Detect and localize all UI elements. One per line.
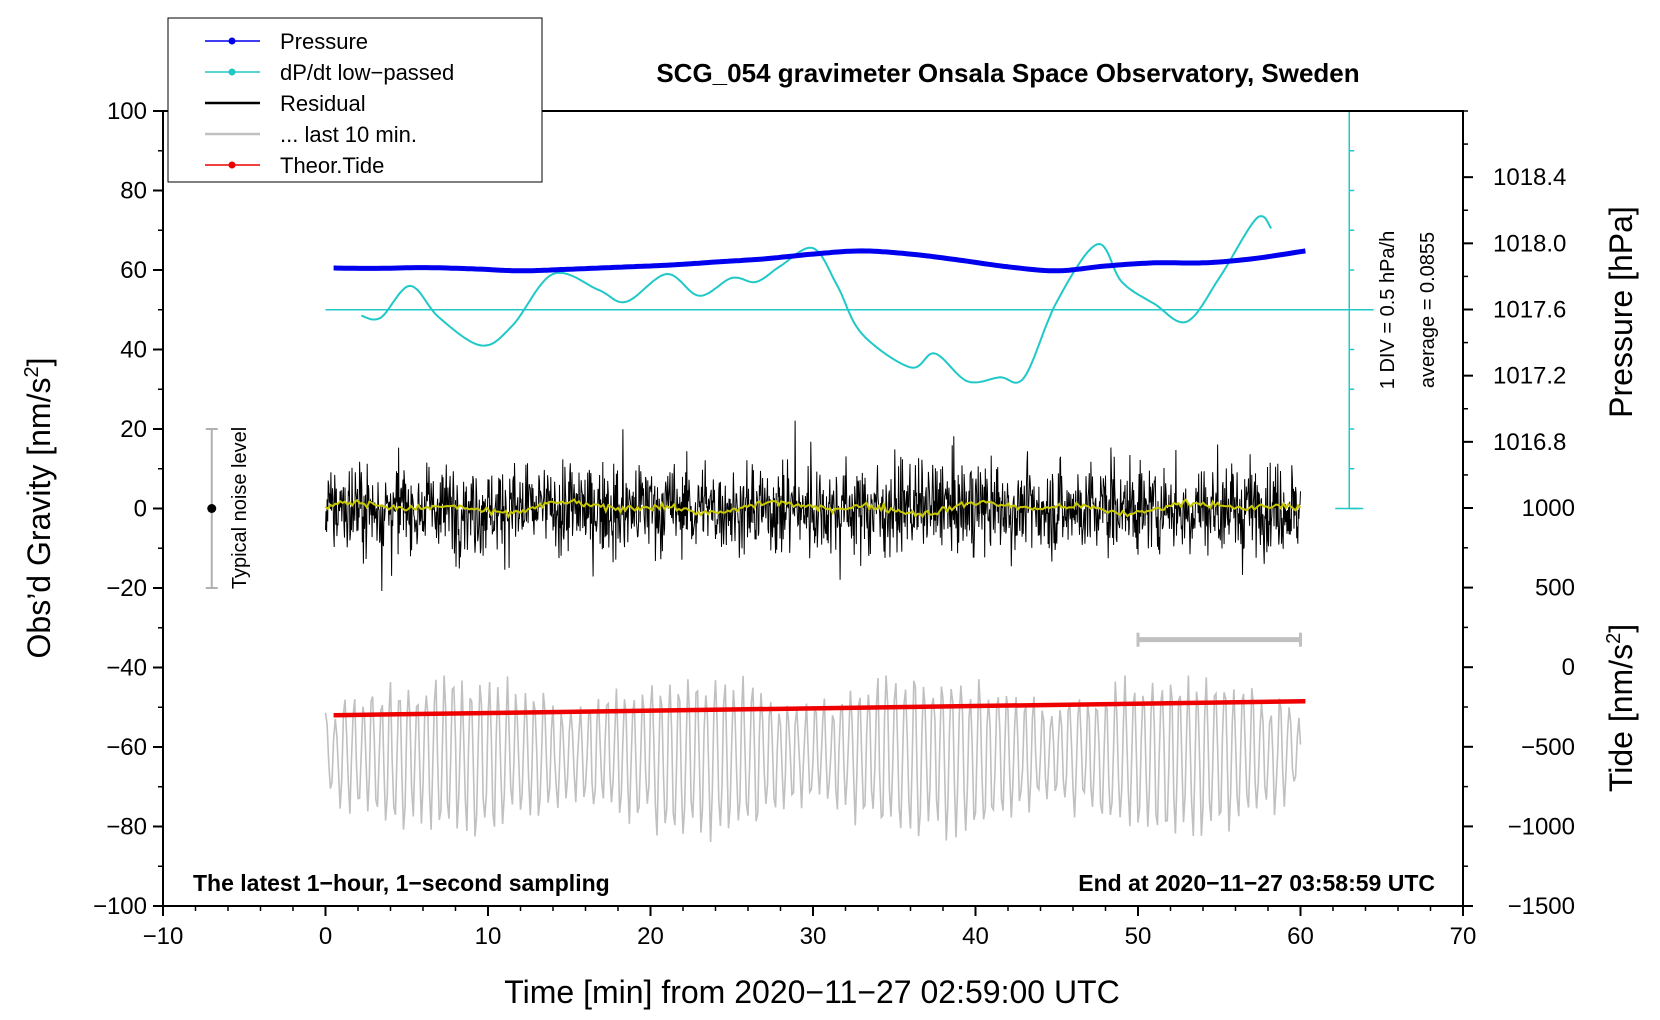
y-tick-label: −40 bbox=[106, 655, 147, 682]
y-tick-label: 0 bbox=[134, 496, 147, 523]
tide-tick-label: 0 bbox=[1562, 654, 1575, 681]
y-tick-label: −80 bbox=[106, 814, 147, 841]
y-tick-label: 40 bbox=[120, 337, 147, 364]
series-dpdt bbox=[361, 215, 1273, 384]
x-tick-label: 60 bbox=[1287, 923, 1314, 950]
plot-contents bbox=[205, 110, 1374, 843]
legend-label-4: Theor.Tide bbox=[280, 153, 384, 178]
legend-marker-0 bbox=[228, 37, 236, 45]
x-tick-label: 10 bbox=[475, 923, 502, 950]
pressure-tick-label: 1016.8 bbox=[1493, 429, 1566, 456]
y-tick-label: 100 bbox=[107, 98, 147, 125]
legend-label-0: Pressure bbox=[280, 29, 368, 54]
legend-marker-4 bbox=[228, 161, 236, 169]
y-axis-title-gravity-end: ] bbox=[21, 358, 57, 367]
series-last-10-min bbox=[324, 675, 1302, 843]
annotation-average: average = 0.0855 bbox=[1417, 232, 1439, 388]
legend-box bbox=[167, 17, 543, 183]
y-axis-title-tide: Tide [nm/s2] bbox=[1603, 624, 1639, 792]
series-residual bbox=[325, 420, 1301, 592]
annotation-sampling: The latest 1−hour, 1−second sampling bbox=[193, 870, 610, 896]
legend: Pressure dP/dt low−passed Residual ... last… bbox=[167, 17, 543, 183]
pressure-tick-label: 1017.2 bbox=[1493, 363, 1566, 390]
annotation-end-time: End at 2020−11−27 03:58:59 UTC bbox=[1078, 870, 1435, 896]
axes: −10 0 10 20 30 40 50 60 70−100−80−60−40−20020406… bbox=[93, 98, 1575, 950]
y-tick-label: 80 bbox=[120, 178, 147, 205]
legend-label-3: ... last 10 min. bbox=[280, 122, 417, 147]
legend-label-1: dP/dt low−passed bbox=[280, 60, 454, 85]
x-tick-label: 40 bbox=[962, 923, 989, 950]
annotation-noise-level: Typical noise level bbox=[229, 427, 251, 589]
noise-bar-center bbox=[207, 504, 217, 513]
x-tick-label: 30 bbox=[800, 923, 827, 950]
x-axis-title: Time [min] from 2020−11−27 02:59:00 UTC bbox=[504, 974, 1119, 1010]
x-tick-label: −10 bbox=[143, 923, 184, 950]
y-tick-label: 20 bbox=[120, 416, 147, 443]
tide-tick-label: 500 bbox=[1535, 575, 1575, 602]
y-axis-title-gravity-main: Obs’d Gravity [nm/s bbox=[21, 378, 57, 659]
y-axis-title-tide-main: Tide [nm/s bbox=[1603, 644, 1639, 792]
tide-tick-label: −1000 bbox=[1508, 813, 1575, 840]
chart-title: SCG_054 gravimeter Onsala Space Observat… bbox=[656, 58, 1359, 88]
y-tick-label: −20 bbox=[106, 575, 147, 602]
legend-marker-1 bbox=[228, 68, 236, 76]
y-axis-title-tide-end: ] bbox=[1603, 624, 1639, 633]
y-tick-label: 60 bbox=[120, 257, 147, 284]
tide-tick-label: −500 bbox=[1521, 734, 1575, 761]
y-tick-label: −60 bbox=[106, 734, 147, 761]
x-tick-label: 50 bbox=[1125, 923, 1152, 950]
series-pressure bbox=[333, 248, 1306, 274]
pressure-tick-label: 1018.4 bbox=[1493, 164, 1566, 191]
legend-label-2: Residual bbox=[280, 91, 366, 116]
annotation-div: 1 DIV = 0.5 hPa/h bbox=[1377, 231, 1399, 389]
series-residual-smoothed bbox=[324, 498, 1302, 520]
x-tick-label: 20 bbox=[637, 923, 664, 950]
y-axis-title-pressure: Pressure [hPa] bbox=[1603, 206, 1639, 418]
x-tick-label: 70 bbox=[1450, 923, 1477, 950]
tide-tick-label: 1000 bbox=[1522, 495, 1575, 522]
pressure-tick-label: 1018.0 bbox=[1493, 230, 1566, 257]
tide-tick-label: −1500 bbox=[1508, 893, 1575, 920]
y-axis-title-gravity: Obs’d Gravity [nm/s2] bbox=[21, 358, 57, 659]
pressure-tick-label: 1017.6 bbox=[1493, 297, 1566, 324]
y-tick-label: −100 bbox=[93, 893, 147, 920]
y-axis-title-gravity-sup: 2 bbox=[21, 366, 43, 377]
x-tick-label: 0 bbox=[319, 923, 332, 950]
series-theor-tide bbox=[333, 699, 1306, 718]
y-axis-title-tide-sup: 2 bbox=[1603, 633, 1625, 644]
